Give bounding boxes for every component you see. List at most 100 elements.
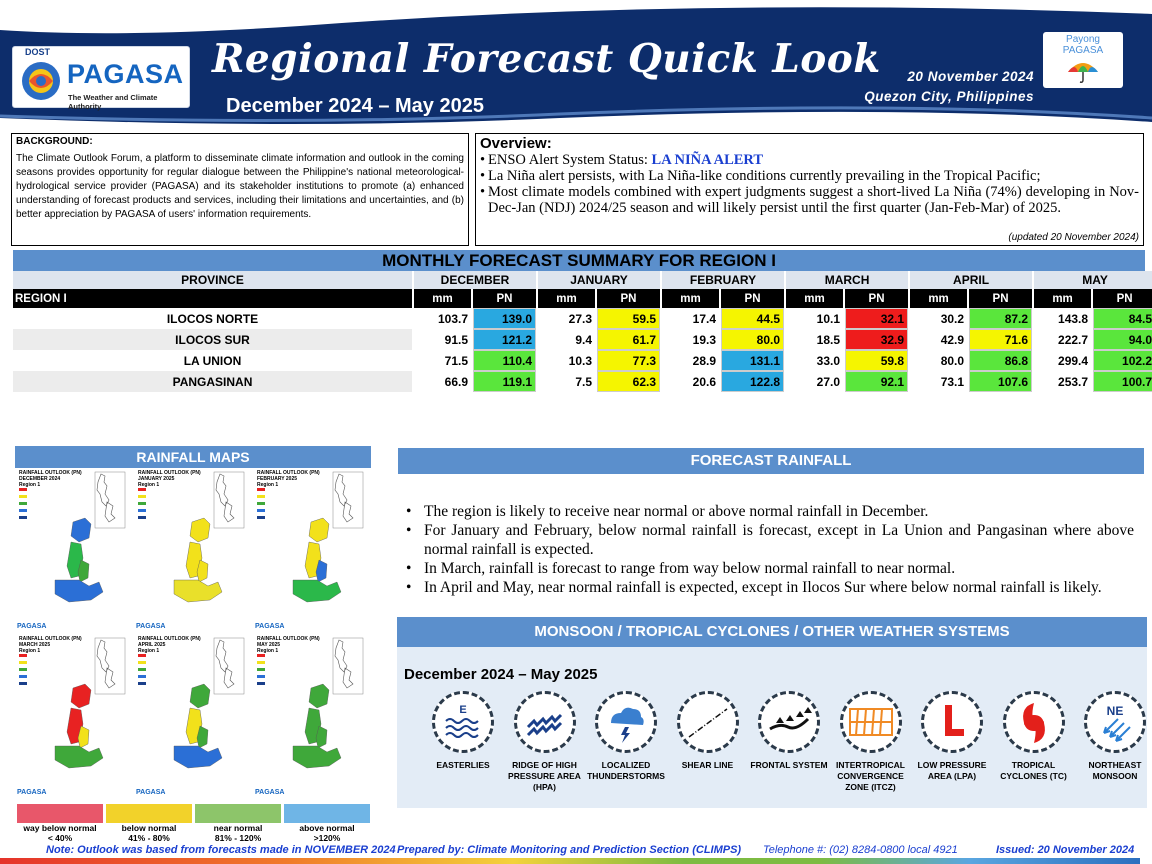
header-background [0, 0, 1152, 124]
pn-header: PN [721, 289, 785, 308]
legend-label: near normal [213, 823, 263, 833]
mm-value: 18.5 [816, 332, 841, 347]
pn-value: 62.3 [597, 371, 661, 392]
payong-line2: PAGASA [1062, 45, 1104, 56]
weather-system-item: RIDGE OF HIGH PRESSURE AREA (HPA) [505, 691, 585, 793]
forecast-item: • In March, rainfall is forecast to range… [406, 560, 956, 577]
pn-value: 59.5 [597, 308, 661, 329]
rainfall-map-panel: RAINFALL OUTLOOK (PN) DECEMBER 2024 Regi… [15, 470, 132, 634]
background-section: BACKGROUND: The Climate Outlook Forum, a… [11, 133, 469, 246]
legend-swatch [284, 804, 370, 823]
payong-line1: Payong [1066, 34, 1100, 45]
legend-item: above normal >120% [284, 804, 370, 846]
province-name: ILOCOS NORTE [166, 311, 259, 326]
map-title: RAINFALL OUTLOOK (PN) DECEMBER 2024 Regi… [19, 470, 82, 488]
month-header: JANUARY [538, 271, 661, 289]
rainfall-map-panel: RAINFALL OUTLOOK (PN) FEBRUARY 2025 Regi… [253, 470, 370, 634]
pn-header: PN [1093, 289, 1152, 308]
footer-issued: Issued: 20 November 2024 [996, 844, 1135, 856]
pn-value: 86.8 [969, 350, 1033, 371]
pn-value: 71.6 [969, 329, 1033, 350]
legend-swatch [17, 804, 103, 823]
pn-value: 121.2 [473, 329, 537, 350]
mm-value: 10.3 [568, 353, 593, 368]
mm-value: 253.7 [1058, 374, 1089, 389]
mm-value: 27.3 [568, 311, 593, 326]
pn-value: 80.0 [721, 329, 785, 350]
weather-system-item: FRONTAL SYSTEM [749, 691, 829, 771]
forecast-item: • The region is likely to receive near no… [406, 503, 929, 520]
rainfall-map-panel: RAINFALL OUTLOOK (PN) MAY 2025 Region 1 P… [253, 636, 370, 800]
map-pagasa-logo: PAGASA [136, 623, 166, 630]
weather-system-label: RIDGE OF HIGH PRESSURE AREA (HPA) [508, 760, 581, 792]
pn-value: 131.1 [721, 350, 785, 371]
mm-value: 91.5 [444, 332, 468, 347]
weather-systems-panel: December 2024 – May 2025 E EASTERLIES RIDG… [397, 647, 1147, 808]
mm-value: 299.4 [1058, 353, 1089, 368]
page-title: Regional Forecast Quick Look [212, 36, 881, 82]
overview-section: Overview: • ENSO Alert System Status: LA… [475, 133, 1144, 246]
weather-system-item: TROPICAL CYCLONES (TC) [994, 691, 1074, 782]
issue-date: 20 November 2024 [907, 69, 1034, 84]
overview-updated: (updated 20 November 2024) [1008, 232, 1139, 243]
legend-swatch [106, 804, 192, 823]
header-banner: DOST PAGASA The Weather and Climate Auth… [0, 0, 1152, 130]
ridge-icon [526, 713, 562, 737]
table-row: PANGASINAN 66.9 119.1 7.5 62.3 20.6 122.8 27.0 9… [13, 371, 1152, 392]
pn-value: 87.2 [969, 308, 1033, 329]
rainfall-map-panel: RAINFALL OUTLOOK (PN) APRIL 2025 Region … [134, 636, 251, 800]
map-pagasa-logo: PAGASA [136, 789, 166, 796]
pn-header: PN [845, 289, 909, 308]
map-pagasa-logo: PAGASA [255, 623, 285, 630]
mm-value: 42.9 [940, 332, 965, 347]
mm-value: 143.8 [1058, 311, 1089, 326]
weather-system-badge [839, 691, 902, 753]
map-legend [19, 654, 59, 689]
pn-value: 107.6 [969, 371, 1033, 392]
overview-title: Overview: [480, 135, 552, 152]
ne-letters: NE [1107, 704, 1124, 718]
month-header: FEBRUARY [662, 271, 785, 289]
mm-value: 73.1 [940, 374, 965, 389]
weather-system-label: LOW PRESSURE AREA (LPA) [917, 760, 987, 781]
region-map-icon [54, 471, 126, 603]
map-title: RAINFALL OUTLOOK (PN) JANUARY 2025 Regio… [138, 470, 201, 488]
mm-value: 66.9 [444, 374, 468, 389]
weather-system-item: LOW PRESSURE AREA (LPA) [912, 691, 992, 782]
month-header: MARCH [786, 271, 909, 289]
pn-value: 32.1 [845, 308, 909, 329]
rainfall-legend: way below normal < 40% below normal 41% - 8… [17, 804, 371, 846]
agency-tagline: The Weather and Climate Authority [68, 93, 158, 111]
mm-header: mm [662, 289, 720, 308]
pn-value: 92.1 [845, 371, 909, 392]
pn-value: 59.8 [845, 350, 909, 371]
region-label: REGION I [13, 289, 412, 308]
overview-item-2: • La Niña alert persists, with La Niña-li… [480, 168, 1041, 184]
footer-telephone: Telephone #: (02) 8284-0800 local 4921 [763, 844, 958, 856]
mm-value: 7.5 [575, 374, 593, 389]
month-header: DECEMBER [414, 271, 537, 289]
itcz-icon [848, 708, 893, 736]
month-header: APRIL [910, 271, 1033, 289]
easterlies-letter: E [459, 704, 466, 716]
weather-system-badge [676, 691, 739, 753]
weather-system-label: FRONTAL SYSTEM [750, 760, 828, 770]
weather-system-badge: NE [1084, 691, 1146, 753]
weather-system-label: INTERTROPICAL CONVERGENCE ZONE (ITCZ) [836, 760, 905, 792]
rainfall-map-panel: RAINFALL OUTLOOK (PN) JANUARY 2025 Regio… [134, 470, 251, 634]
legend-item: way below normal < 40% [17, 804, 103, 846]
summary-title: MONTHLY FORECAST SUMMARY FOR REGION I [13, 250, 1145, 271]
mm-value: 19.3 [692, 332, 717, 347]
month-header: MAY [1034, 271, 1152, 289]
pn-value: 32.9 [845, 329, 909, 350]
mm-header: mm [786, 289, 844, 308]
map-pagasa-logo: PAGASA [17, 623, 47, 630]
pn-value: 94.0 [1093, 329, 1152, 350]
pn-value: 84.5 [1093, 308, 1152, 329]
weather-system-badge [758, 691, 820, 753]
forecast-text: In March, rainfall is forecast to range … [424, 560, 956, 577]
background-text: The Climate Outlook Forum, a platform to… [16, 153, 464, 220]
region-map-icon [292, 637, 364, 769]
pn-value: 44.5 [721, 308, 785, 329]
overview-item-enso: • ENSO Alert System Status: LA NIÑA ALER… [480, 152, 764, 168]
